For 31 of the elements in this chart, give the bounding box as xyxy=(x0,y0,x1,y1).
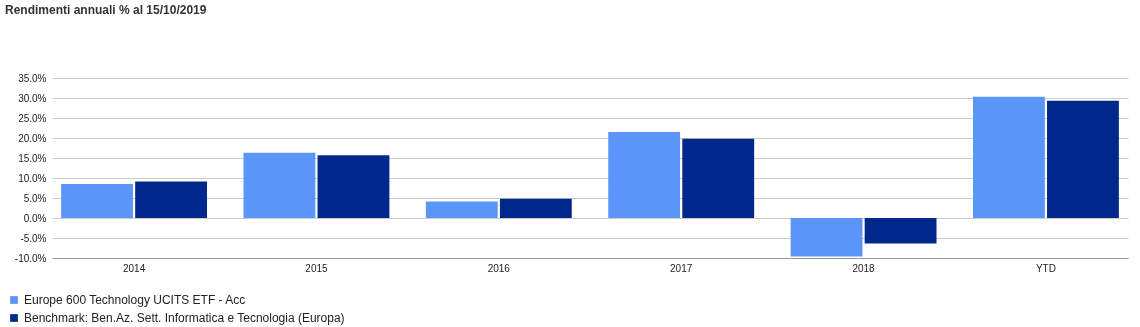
bar xyxy=(682,138,755,218)
legend-label: Benchmark: Ben.Az. Sett. Informatica e Tecnologia (Europa) xyxy=(24,311,345,325)
x-tick-label: 2014 xyxy=(122,262,146,274)
bar xyxy=(864,218,937,244)
y-tick-label: 25.0% xyxy=(18,112,47,124)
x-tick-label: 2017 xyxy=(670,262,693,274)
y-tick-label: 15.0% xyxy=(18,152,47,164)
y-tick-label: 30.0% xyxy=(18,92,47,104)
x-tick-label: YTD xyxy=(1035,262,1056,274)
bar xyxy=(608,132,681,218)
y-tick-label: 20.0% xyxy=(18,132,47,144)
y-tick-label: 10.0% xyxy=(18,172,47,184)
bar xyxy=(61,184,133,218)
x-tick-label: 2016 xyxy=(487,262,511,274)
y-tick-label: 35.0% xyxy=(18,72,47,84)
bar xyxy=(317,155,390,218)
legend-label: Europe 600 Technology UCITS ETF - Acc xyxy=(24,293,246,307)
y-tick-label: -5.0% xyxy=(20,232,47,244)
bar xyxy=(790,218,863,257)
bar xyxy=(135,181,208,218)
bar xyxy=(425,201,498,218)
y-tick-label: 5.0% xyxy=(23,192,47,204)
x-tick-label: 2018 xyxy=(852,262,876,274)
x-tick-label: 2015 xyxy=(305,262,328,274)
bar xyxy=(243,152,316,218)
bar xyxy=(1047,100,1119,218)
y-tick-label: 0.0% xyxy=(23,212,47,224)
y-tick-label: -10.0% xyxy=(14,252,47,264)
bar xyxy=(972,96,1045,218)
chart-title: Rendimenti annuali % al 15/10/2019 xyxy=(5,3,207,17)
bar xyxy=(499,198,572,218)
